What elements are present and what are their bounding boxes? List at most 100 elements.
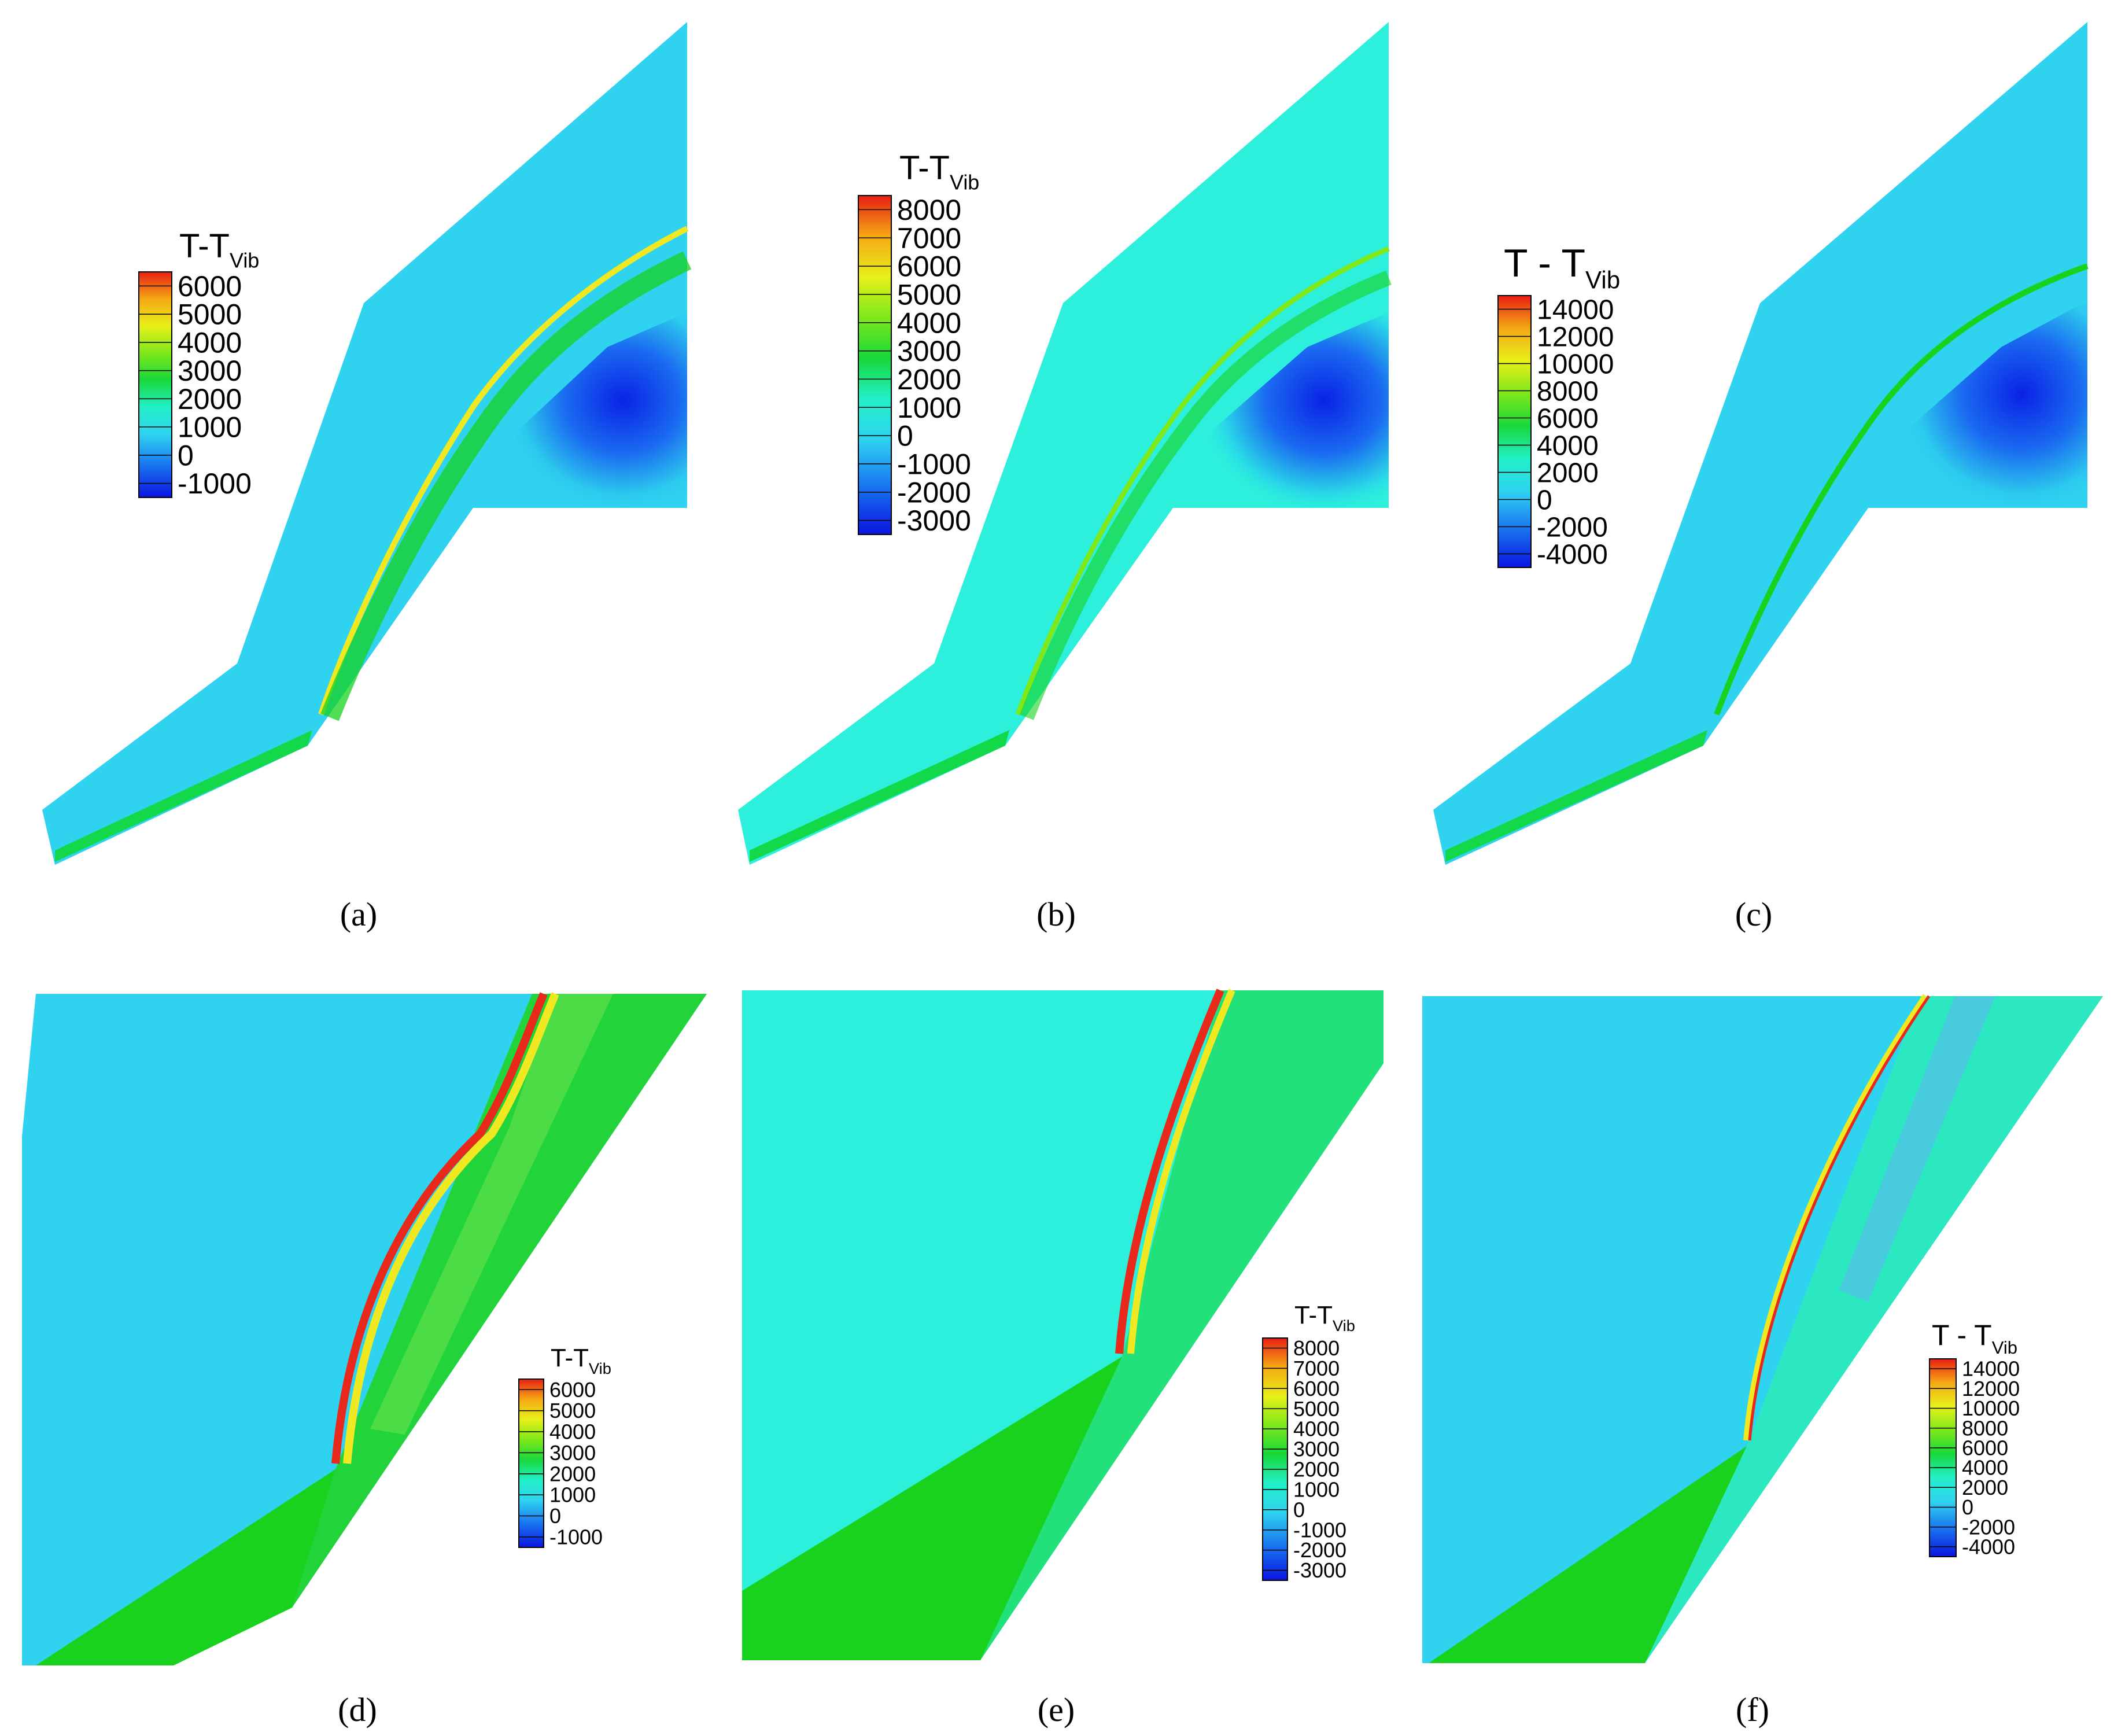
colorbar-tick-label: 7000 <box>1293 1357 1340 1380</box>
colorbar-tick-label: 4000 <box>1537 430 1599 461</box>
colorbar-tick-label: 0 <box>1537 485 1552 515</box>
captions: (a) (b) (c) (d) (e) (f) <box>338 895 1772 1728</box>
colorbar-tick-label: -2000 <box>1293 1538 1346 1562</box>
shock-wave-core <box>1748 995 1931 1441</box>
cold-region <box>1173 312 1389 508</box>
panel-caption-e: (e) <box>1038 1691 1075 1728</box>
downstream-region <box>36 994 707 1665</box>
colorbar <box>138 271 172 498</box>
legend-title-main: T-T <box>551 1344 589 1372</box>
panel-caption-f: (f) <box>1736 1691 1769 1728</box>
colorbar-tick-label: 0 <box>549 1504 561 1528</box>
colorbar-tick-label: 8000 <box>1962 1416 2008 1440</box>
colorbar-tick-label: 5000 <box>1293 1397 1340 1421</box>
legend-title-main: T-T <box>899 149 950 187</box>
colorbar-tick-label: 3000 <box>1293 1438 1340 1461</box>
colorbar-tick-label: 2000 <box>1537 458 1599 488</box>
legend-title-subscript: Vib <box>950 170 979 194</box>
panel-c <box>1433 22 2089 865</box>
shock-wave <box>1743 994 1929 1441</box>
colorbar-tick-label: 4000 <box>549 1420 596 1444</box>
colorbar-tick-label: 2000 <box>178 383 242 415</box>
colorbar-tick-label: 0 <box>1962 1495 1973 1519</box>
shock-layer <box>320 251 692 721</box>
shock-wave <box>1115 989 1224 1354</box>
colorbar <box>1497 295 1532 568</box>
colorbar-tick-label: 2000 <box>1293 1458 1340 1481</box>
legend-title-subscript: Vib <box>1992 1337 2017 1358</box>
flow-domain <box>42 22 687 865</box>
colorbar-tick-label: 4000 <box>1962 1456 2008 1480</box>
colorbar-tick-label: -3000 <box>897 504 971 537</box>
colorbar-tick-label: 0 <box>897 420 913 452</box>
colorbar-tick-label: 14000 <box>1962 1357 2020 1381</box>
colorbar-tick-label: 8000 <box>897 194 961 226</box>
colorbar-tick-label: -3000 <box>1293 1558 1346 1582</box>
legend-title-subscript: Vib <box>1333 1317 1355 1335</box>
colorbar-tick-label: 0 <box>178 439 194 471</box>
legend-title: T - TVib <box>1932 1319 2017 1358</box>
legend-title: T - TVib <box>1504 241 1620 293</box>
colorbar-tick-label: 6000 <box>1537 403 1599 434</box>
boundary-layer <box>55 730 312 862</box>
colorbar-tick-label: 8000 <box>1537 376 1599 407</box>
legend-title: T-TVib <box>1294 1301 1355 1335</box>
shock-wave <box>1714 263 2089 716</box>
colorbar <box>1929 1358 1957 1557</box>
colorbar-tick-label: 3000 <box>178 355 242 387</box>
panel-caption-b: (b) <box>1036 895 1076 933</box>
colorbar-tick-label: 6000 <box>549 1378 596 1402</box>
colorbar-legend-b: T-TVib800070006000500040003000200010000-… <box>858 149 979 537</box>
colorbar-tick-label: -2000 <box>1537 512 1608 543</box>
colorbar-tick-label: 1000 <box>1293 1477 1340 1501</box>
colorbar-legend-f: T - TVib14000120001000080006000400020000… <box>1929 1319 2020 1559</box>
colorbar-tick-label: 5000 <box>178 298 242 331</box>
shock-wave <box>318 226 689 716</box>
colorbar-tick-label: 5000 <box>897 278 961 311</box>
colorbar-tick-label: 12000 <box>1962 1377 2020 1400</box>
legend-title-subscript: Vib <box>1585 266 1620 293</box>
colorbar-tick-label: 4000 <box>897 307 961 339</box>
expansion-region <box>370 994 613 1435</box>
cold-region <box>473 312 687 508</box>
panel-a <box>42 22 692 865</box>
colorbar-tick-label: 10000 <box>1962 1396 2020 1420</box>
colorbar-tick-label: 1000 <box>549 1483 596 1507</box>
colorbar-tick-label: 2000 <box>897 363 961 396</box>
colorbar-tick-label: 8000 <box>1293 1336 1340 1360</box>
colorbar-tick-label: 4000 <box>1293 1417 1340 1441</box>
cold-streak <box>1839 996 1995 1302</box>
legend-title-subscript: Vib <box>589 1359 611 1377</box>
colorbar-tick-label: -2000 <box>1962 1515 2015 1539</box>
colorbar-legend-e: T-TVib800070006000500040003000200010000-… <box>1262 1301 1355 1582</box>
colorbar-tick-label: -2000 <box>897 476 971 508</box>
colorbar-tick-label: 6000 <box>178 270 242 303</box>
colorbar-tick-label: 3000 <box>897 335 961 367</box>
colorbar-tick-label: -1000 <box>897 448 971 480</box>
colorbar-tick-label: -4000 <box>1962 1535 2015 1559</box>
colorbar-tick-label: 5000 <box>549 1399 596 1422</box>
shock-wave <box>331 992 548 1464</box>
legend-title: T-TVib <box>179 227 259 272</box>
colorbar-tick-label: 12000 <box>1537 322 1614 352</box>
shock-layer <box>1019 270 1392 720</box>
panel-caption-c: (c) <box>1735 895 1772 933</box>
colorbar-tick-label: -1000 <box>549 1525 603 1549</box>
colorbar-tick-label: 6000 <box>1293 1377 1340 1400</box>
legend-title: T-TVib <box>551 1344 611 1377</box>
boundary-layer <box>750 730 1009 862</box>
cold-region <box>1868 301 2087 508</box>
boundary-layer <box>742 1357 1122 1660</box>
legend-title-main: T-T <box>1294 1301 1333 1329</box>
colorbar-tick-label: 3000 <box>549 1441 596 1465</box>
panel-f <box>1422 994 2103 1663</box>
colorbar-tick-label: 1000 <box>178 411 242 444</box>
panel-b <box>738 22 1392 865</box>
colorbar <box>518 1379 544 1548</box>
colorbar-tick-label: 2000 <box>1962 1476 2008 1499</box>
colorbar-tick-label: 4000 <box>178 326 242 359</box>
legend-title-main: T - T <box>1932 1319 1992 1351</box>
